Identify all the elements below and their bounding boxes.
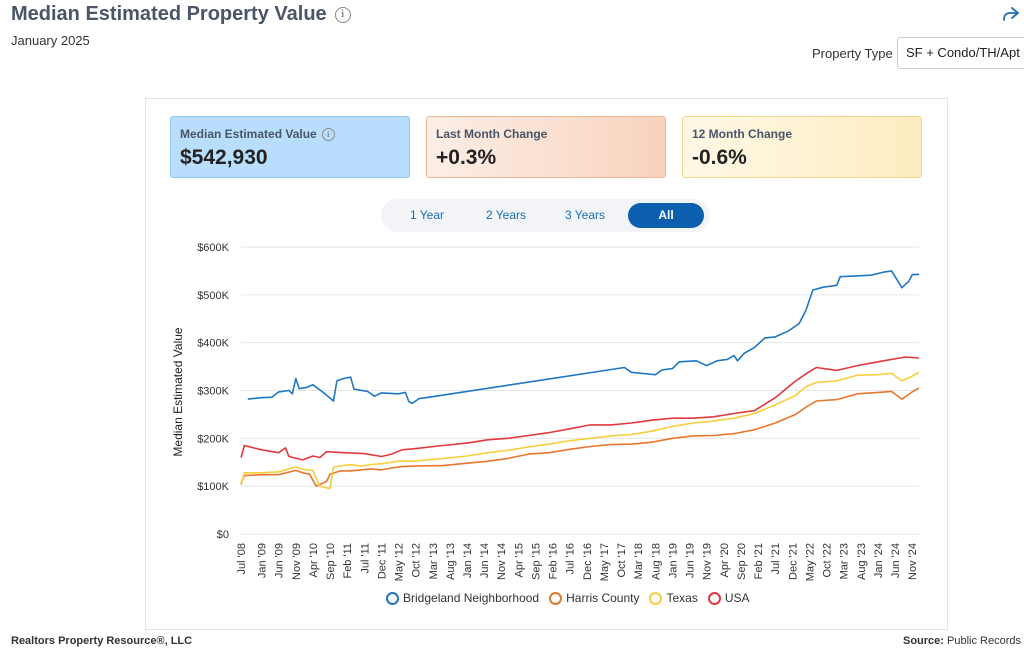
twelve-month-change-card: 12 Month Change -0.6%: [682, 116, 922, 178]
legend-swatch: [386, 591, 399, 605]
page-title-text: Median Estimated Property Value: [11, 3, 327, 25]
card-label: 12 Month Change: [692, 127, 793, 141]
chart-legend: Bridgeland Neighborhood Harris County Texa…: [386, 591, 750, 605]
legend-label: Bridgeland Neighborhood: [403, 591, 540, 605]
info-icon[interactable]: i: [334, 6, 351, 23]
last-month-change-card: Last Month Change +0.3%: [426, 116, 666, 178]
tab-all[interactable]: All: [628, 203, 704, 228]
legend-label: USA: [724, 591, 750, 605]
legend-item[interactable]: Texas: [649, 591, 698, 605]
tab-1-year[interactable]: 1 Year: [409, 208, 445, 222]
legend-swatch: [707, 591, 721, 605]
card-value: -0.6%: [692, 146, 747, 169]
legend-item[interactable]: Harris County: [549, 591, 639, 605]
median-value-card: Median Estimated Value i $542,930: [170, 116, 410, 178]
source-label: Source:: [902, 635, 944, 647]
footer-source: Source: Public Records: [903, 635, 1021, 647]
card-value: $542,930: [180, 146, 268, 169]
legend-item[interactable]: USA: [707, 591, 750, 605]
legend-swatch: [549, 591, 563, 605]
legend-swatch: [649, 591, 663, 605]
source-value: Public Records: [947, 635, 1021, 647]
property-type-label: Property Type: [812, 46, 893, 61]
card-value: +0.3%: [436, 146, 497, 169]
chart-panel: [145, 98, 948, 630]
page-subtitle: January 2025: [11, 33, 90, 48]
range-tabs: 1 Year 2 Years 3 Years All: [381, 199, 710, 232]
footer-credit: Realtors Property Resource®, LLC: [11, 635, 193, 647]
tab-2-years[interactable]: 2 Years: [485, 208, 527, 222]
card-label: Last Month Change: [436, 127, 548, 141]
card-label: Median Estimated Value: [180, 127, 317, 141]
legend-item[interactable]: Bridgeland Neighborhood: [386, 591, 539, 605]
legend-label: Harris County: [566, 591, 640, 605]
legend-label: Texas: [666, 591, 698, 605]
info-icon[interactable]: i: [321, 127, 335, 141]
page-title: Median Estimated Property Value i: [11, 3, 351, 26]
property-type-select[interactable]: SF + Condo/TH/Apt: [897, 37, 1024, 69]
tab-3-years[interactable]: 3 Years: [564, 208, 606, 222]
share-icon[interactable]: [1001, 4, 1021, 24]
